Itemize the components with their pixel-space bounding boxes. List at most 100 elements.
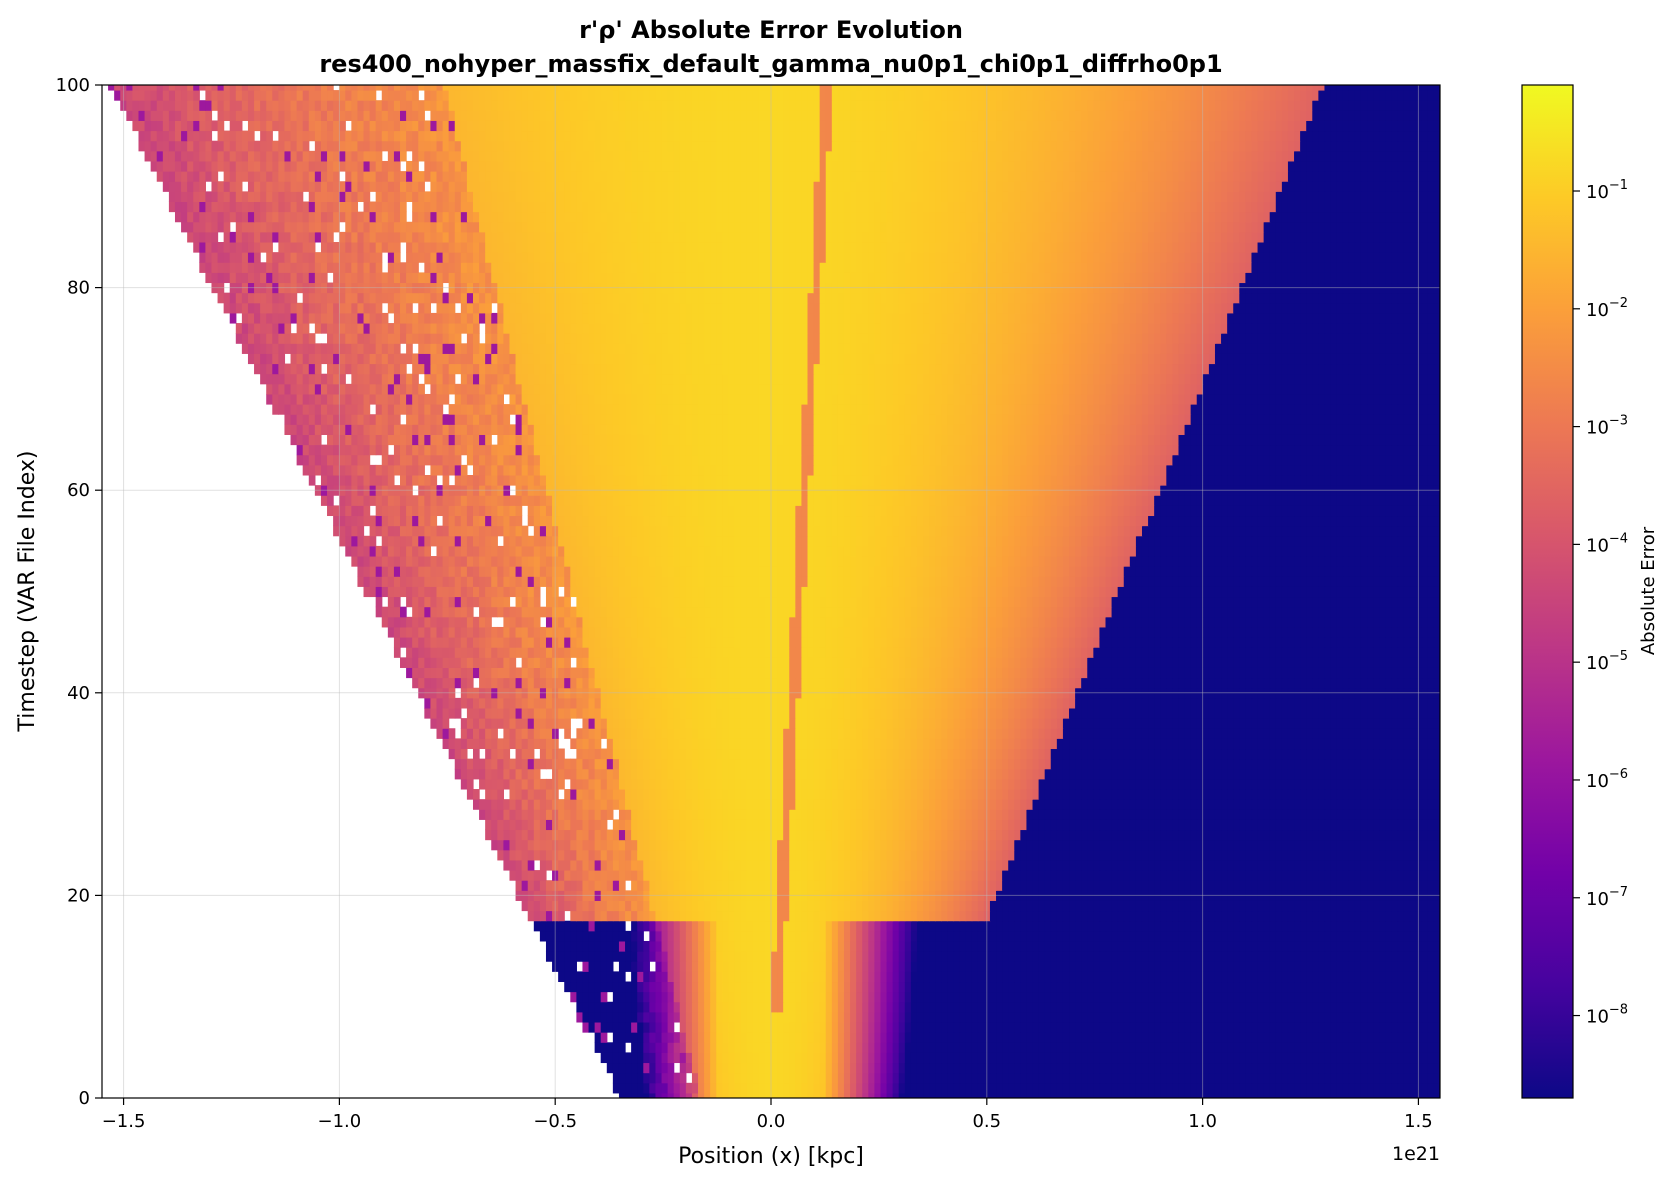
heatmap-cell [1287, 870, 1295, 881]
heatmap-cell [1324, 951, 1332, 962]
heatmap-cell [783, 1032, 790, 1043]
heatmap-cell [1227, 991, 1234, 1003]
heatmap-cell [1087, 880, 1094, 891]
heatmap-cell [1306, 1092, 1313, 1098]
heatmap-cell [1409, 1072, 1417, 1084]
heatmap-cell [1184, 910, 1192, 922]
heatmap-cell [1269, 1032, 1277, 1043]
heatmap-cell [643, 920, 650, 932]
heatmap-cell [959, 778, 967, 790]
heatmap-cell [1123, 940, 1131, 952]
heatmap-cell [1287, 859, 1295, 871]
heatmap-cell [941, 778, 948, 790]
heatmap-cell [509, 870, 517, 881]
heatmap-cell [722, 961, 730, 972]
heatmap-cell [1312, 940, 1319, 952]
heatmap-cell [1190, 880, 1198, 891]
heatmap-cell [1251, 1072, 1259, 1084]
heatmap-cell [1233, 1001, 1240, 1013]
heatmap-cell [594, 1032, 602, 1043]
heatmap-cell [989, 789, 997, 800]
heatmap-cell [679, 1042, 687, 1053]
heatmap-cell [801, 1092, 809, 1098]
heatmap-cell [1330, 1032, 1338, 1043]
heatmap-cell [1020, 870, 1028, 881]
heatmap-cell [552, 900, 559, 912]
heatmap-cell [1093, 900, 1101, 912]
heatmap-cell [1427, 1042, 1435, 1053]
heatmap-cell [1214, 768, 1222, 780]
heatmap-cell [673, 849, 681, 861]
heatmap-cell [874, 1001, 882, 1013]
heatmap-cell [971, 1022, 979, 1033]
heatmap-cell [667, 819, 675, 831]
heatmap-cell [959, 890, 967, 901]
heatmap-cell [1245, 819, 1253, 831]
heatmap-cell [898, 1032, 906, 1043]
heatmap-cell [679, 1011, 687, 1023]
heatmap-cell [728, 768, 736, 780]
heatmap-cell [904, 778, 912, 790]
heatmap-cell [1160, 1032, 1167, 1043]
heatmap-cell [813, 971, 821, 983]
heatmap-cell [983, 859, 991, 871]
heatmap-cell [916, 870, 924, 881]
heatmap-cell [1415, 1082, 1423, 1094]
heatmap-cell [1056, 1052, 1064, 1064]
heatmap-cell [996, 890, 1003, 901]
heatmap-cell [1117, 1022, 1125, 1033]
heatmap-cell [1172, 971, 1180, 983]
heatmap-cell [1032, 819, 1040, 831]
heatmap-cell [479, 778, 486, 790]
heatmap-cell [1373, 900, 1380, 912]
heatmap-cell [637, 951, 644, 962]
heatmap-cell [1263, 799, 1271, 810]
heatmap-cell [801, 778, 809, 790]
heatmap-cell [771, 778, 778, 790]
heatmap-cell [1324, 1032, 1332, 1043]
heatmap-cell [1221, 819, 1228, 831]
heatmap-cell [722, 1022, 730, 1033]
heatmap-cell [1385, 809, 1392, 820]
heatmap-cell [1239, 971, 1246, 983]
heatmap-cell [503, 758, 511, 770]
heatmap-cell [837, 859, 845, 871]
heatmap-cell [868, 910, 875, 922]
heatmap-cell [1306, 1001, 1313, 1013]
heatmap-cell [527, 829, 535, 841]
heatmap-cell [631, 971, 638, 983]
heatmap-cell [983, 829, 991, 841]
heatmap-cell [1433, 768, 1440, 780]
heatmap-cell [1008, 768, 1015, 780]
heatmap-cell [1287, 789, 1295, 800]
heatmap-cell [539, 910, 547, 922]
heatmap-cell [1360, 991, 1368, 1003]
heatmap-cell [1214, 799, 1222, 810]
heatmap-cell [1056, 799, 1064, 810]
heatmap-cell [588, 799, 596, 810]
heatmap-cell [843, 1042, 851, 1053]
heatmap-cell [886, 971, 894, 983]
heatmap-cell [1026, 859, 1034, 871]
heatmap-cell [734, 1011, 742, 1023]
heatmap-cell [807, 1011, 815, 1023]
heatmap-cell [1257, 991, 1265, 1003]
heatmap-cell [1141, 890, 1149, 901]
heatmap-cell [1245, 900, 1253, 912]
heatmap-cell [1032, 1072, 1040, 1084]
heatmap-cell [1178, 900, 1186, 912]
heatmap-cell [558, 940, 565, 952]
heatmap-cell [1397, 940, 1405, 952]
heatmap-cell [1062, 1001, 1070, 1013]
heatmap-cell [1269, 859, 1277, 871]
heatmap-cell [758, 910, 766, 922]
heatmap-cell [1324, 809, 1332, 820]
heatmap-cell [704, 920, 711, 932]
heatmap-cell [667, 859, 675, 871]
heatmap-cell [783, 829, 790, 841]
heatmap-cell [1026, 1052, 1034, 1064]
heatmap-cell [691, 890, 699, 901]
heatmap-cell [1135, 870, 1143, 881]
heatmap-cell [819, 849, 827, 861]
heatmap-cell [904, 991, 912, 1003]
